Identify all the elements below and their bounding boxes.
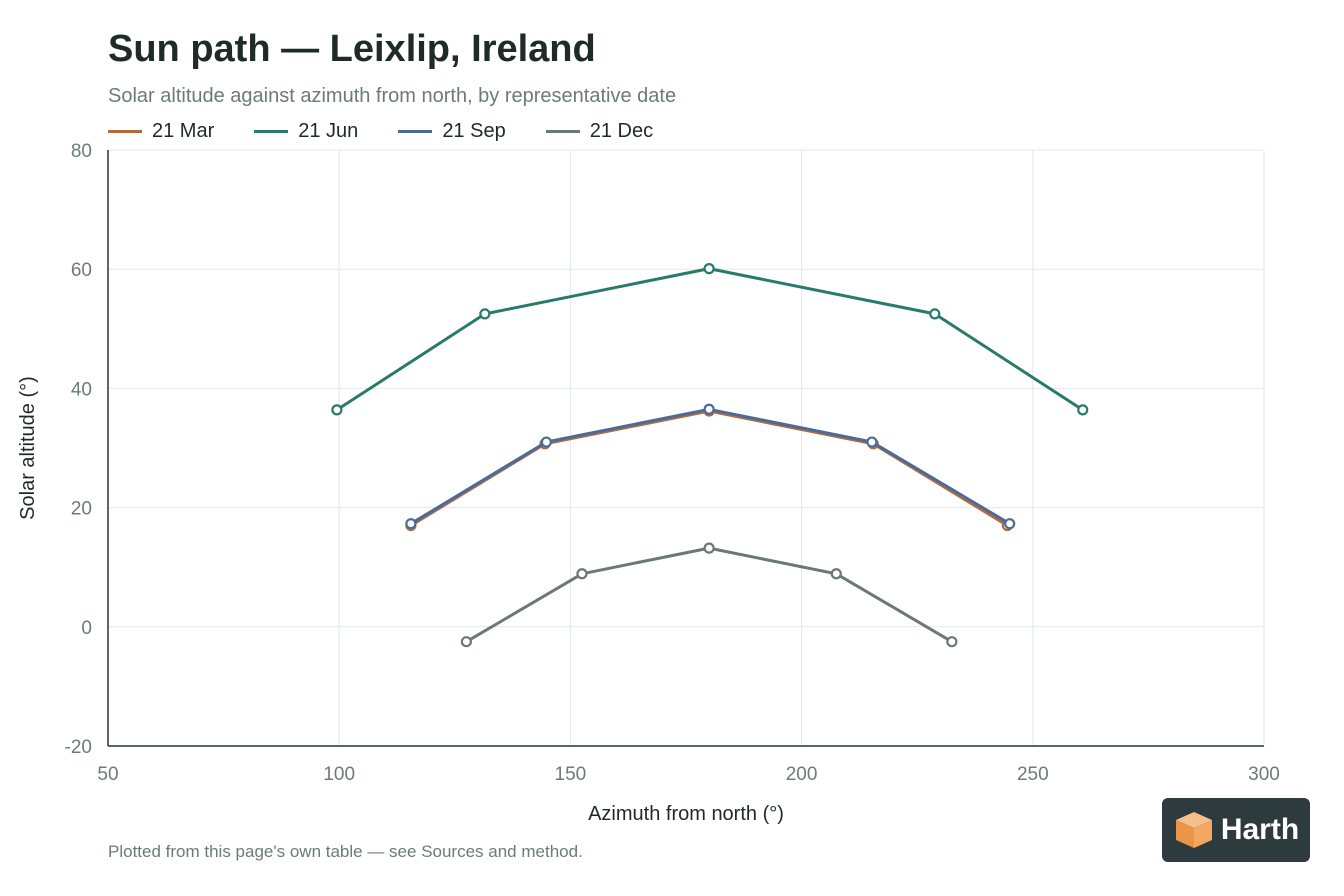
x-tick-label: 100	[323, 764, 355, 785]
data-point-21-dec	[460, 636, 472, 648]
legend-label: 21 Sep	[442, 120, 506, 142]
legend-label: 21 Jun	[298, 120, 359, 142]
y-tick-label: 0	[81, 618, 92, 639]
chart-subtitle: Solar altitude against azimuth from nort…	[108, 85, 677, 107]
legend-item-sep[interactable]: 21 Sep	[398, 120, 506, 143]
data-point-21-dec	[830, 568, 842, 580]
brand-logo[interactable]: Harth	[1162, 798, 1310, 862]
legend-swatch-dec	[545, 130, 580, 133]
legend-item-jun[interactable]: 21 Jun	[254, 120, 358, 143]
y-tick-label: 20	[71, 499, 92, 520]
data-point-21-jun	[1077, 404, 1089, 416]
legend-swatch-jun	[254, 130, 289, 133]
data-point-21-jun	[929, 308, 941, 320]
data-point-21-sep	[866, 436, 878, 448]
legend-item-dec[interactable]: 21 Dec	[545, 120, 654, 143]
x-tick-label: 250	[1017, 764, 1049, 785]
x-axis-label: Azimuth from north (°)	[588, 803, 784, 825]
legend-label: 21 Dec	[589, 120, 654, 142]
legend-swatch-mar	[108, 130, 142, 133]
logo-text: Harth	[1220, 813, 1300, 846]
data-point-21-dec	[576, 568, 588, 580]
data-point-21-sep	[405, 518, 417, 530]
series-line-21-dec	[464, 546, 954, 644]
y-tick-label: 60	[71, 260, 92, 281]
y-tick-label: 80	[71, 141, 92, 162]
legend-swatch-sep	[398, 130, 433, 133]
chart-title: Sun path — Leixlip, Ireland	[108, 28, 596, 70]
legend-label: 21 Mar	[152, 120, 215, 142]
data-point-21-jun	[479, 308, 491, 320]
x-tick-label: 150	[555, 764, 587, 785]
data-point-21-sep	[1004, 518, 1016, 530]
footnote: Plotted from this page's own table — see…	[108, 842, 583, 861]
legend-item-mar[interactable]: 21 Mar	[108, 120, 214, 143]
x-tick-label: 200	[786, 764, 818, 785]
x-tick-label: 50	[97, 764, 118, 785]
legend: 21 Mar 21 Jun 21 Sep 21 Dec	[108, 120, 693, 143]
y-tick-label: -20	[65, 737, 92, 758]
data-point-21-sep	[540, 436, 552, 448]
y-tick-label: 40	[71, 379, 92, 400]
y-axis-label: Solar altitude (°)	[17, 376, 39, 520]
data-point-21-jun	[331, 404, 343, 416]
data-point-21-dec	[946, 636, 958, 648]
data-point-21-dec	[703, 542, 715, 554]
data-point-21-jun	[703, 263, 715, 275]
x-tick-label: 300	[1248, 764, 1280, 785]
cube-icon	[1175, 812, 1212, 848]
data-point-21-sep	[703, 403, 715, 415]
series-line-21-sep	[409, 407, 1012, 526]
